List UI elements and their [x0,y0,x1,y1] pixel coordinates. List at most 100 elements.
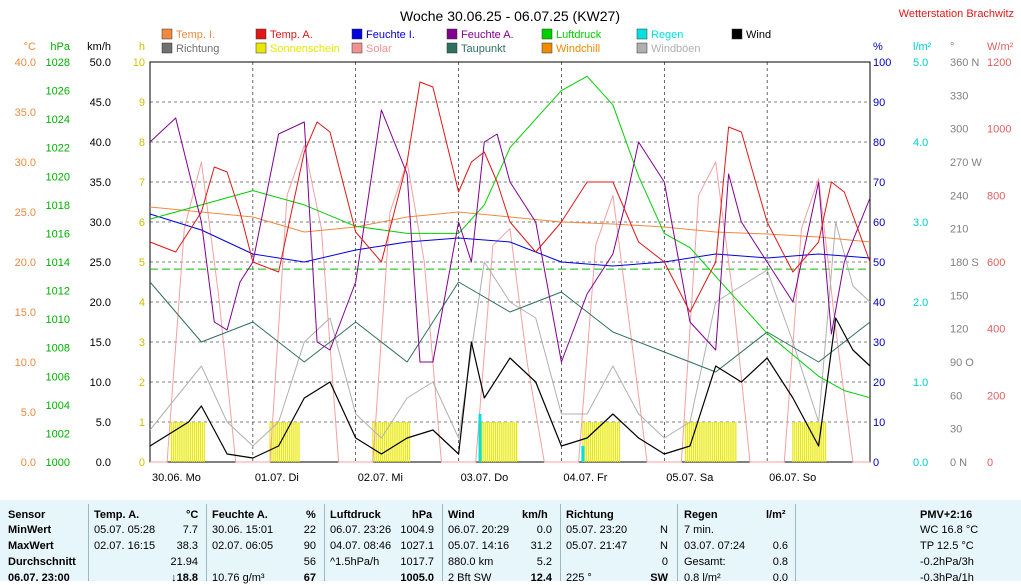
stat-rain-a: 7 min. [684,524,714,536]
stat-press-time: ^1.5hPa/h [330,556,380,568]
temp-tick-label: 40.0 [15,57,36,69]
header-temp-unit: °C [186,509,199,521]
hum-tick-label: 50 [873,257,885,269]
dir-tick-label: 120 [950,324,968,336]
temp-tick-label: 15.0 [15,307,36,319]
legend-label: Luftdruck [556,29,602,41]
wind-tick-label: 5.0 [96,417,111,429]
legend-swatch [446,42,458,54]
header-press-unit: hPa [412,509,433,521]
stat-temp-time: 02.07. 16:15 [94,540,156,552]
stat-dir-val: 0 [661,556,668,568]
temp-tick-label: 30.0 [15,157,36,169]
press-tick-label: 1028 [46,57,70,69]
rain-tick-label: 1.0 [913,377,928,389]
weather-week-chart: Woche 30.06.25 - 06.07.25 (KW27) Wetters… [15,8,1014,484]
legend-swatch [541,42,553,54]
legend-label: Taupunkt [461,43,506,55]
wind-axis-unit: km/h [87,41,111,53]
legend-label: Richtung [176,43,219,55]
legend-swatch [636,42,648,54]
stat-wind-val: 5.2 [536,556,552,568]
stat-extra: -0.3hPa/1h [920,572,974,584]
solar-tick-label: 1200 [987,57,1011,69]
series-feuchte-i- [149,213,871,267]
header-rain-unit: l/m² [766,509,786,521]
press-tick-label: 1026 [46,86,70,98]
legend-label: Windchill [556,43,600,55]
sun-tick-label: 0 [139,457,145,469]
chart-title: Woche 30.06.25 - 06.07.25 (KW27) [400,8,620,24]
wind-tick-label: 50.0 [90,57,111,69]
series-taupunkt [149,281,871,373]
wind-tick-label: 0.0 [96,457,111,469]
rain-tick-label: 3.0 [913,217,928,229]
dir-tick-label: 150 [950,290,968,302]
hum-tick-label: 80 [873,137,885,149]
stat-temp-val: ↓18.8 [171,572,198,584]
wind-tick-label: 40.0 [90,137,111,149]
press-axis-unit: hPa [50,41,70,53]
stat-extra: WC 16.8 °C [920,524,979,536]
header-hum-unit: % [306,509,316,521]
sun-tick-label: 6 [139,217,145,229]
solar-tick-label: 400 [987,324,1005,336]
wind-tick-label: 35.0 [90,177,111,189]
rain-tick-label: 2.0 [913,297,928,309]
stat-label: MaxWert [8,540,54,552]
hum-tick-label: 60 [873,217,885,229]
day-labels: 30.06. Mo 01.07. Di 02.07. Mi 03.07. Do 04.0… [152,472,816,484]
stat-hum-time: 30.06. 15:01 [212,524,274,536]
press-tick-label: 1004 [46,400,70,412]
press-tick-label: 1016 [46,228,70,240]
stat-press-val: 1005.0 [400,572,434,584]
stat-rain-b: 0.0 [772,572,788,584]
wind-tick-label: 20.0 [90,297,111,309]
header-wind-unit: km/h [522,509,548,521]
day-label: 02.07. Mi [358,472,403,484]
solar-tick-label: 800 [987,190,1005,202]
legend-swatch [636,28,648,40]
dir-tick-label: 360 N [950,57,979,69]
hum-tick-label: 20 [873,377,885,389]
dir-tick-label: 300 [950,124,968,136]
stat-wind-val: 12.4 [530,572,552,584]
stat-press-val: 1017.7 [400,556,434,568]
rain-tick-label: 4.0 [913,137,928,149]
header-rain: Regen [684,509,718,521]
dir-tick-label: 330 [950,90,968,102]
dir-tick-label: 60 [950,390,962,402]
legend-swatch [161,42,173,54]
legend-swatch [255,42,267,54]
temp-tick-label: 20.0 [15,257,36,269]
stat-dir-val: N [660,540,668,552]
dir-tick-label: 210 [950,224,968,236]
series-temp-i- [149,206,871,243]
station-name: Wetterstation Brachwitz [899,8,1014,20]
dir-tick-label: 240 [950,190,968,202]
press-tick-label: 1014 [46,257,70,269]
sun-tick-label: 10 [133,57,145,69]
sun-tick-label: 2 [139,377,145,389]
press-tick-label: 1018 [46,200,70,212]
stat-temp-val: 7.7 [182,524,198,536]
header-dir: Richtung [566,509,614,521]
day-label: 30.06. Mo [152,472,201,484]
legend-swatch [351,28,363,40]
header-wind: Wind [448,509,475,521]
stat-dir-val: SW [650,572,668,584]
rain-tick-label: 0.0 [913,457,928,469]
stat-hum-time: 02.07. 06:05 [212,540,274,552]
legend-label: Temp. I. [176,29,215,41]
legend-swatch [161,28,173,40]
stat-wind-time: 05.07. 14:16 [448,540,510,552]
legend-swatch [731,28,743,40]
stat-wind-time: 880.0 km [448,556,494,568]
dir-tick-label: 90 O [950,357,974,369]
press-tick-label: 1022 [46,143,70,155]
hum-tick-label: 30 [873,337,885,349]
sunshine-bars [170,422,827,462]
legend-swatch [351,42,363,54]
chart-series [149,75,871,463]
legend-label: Regen [651,29,683,41]
